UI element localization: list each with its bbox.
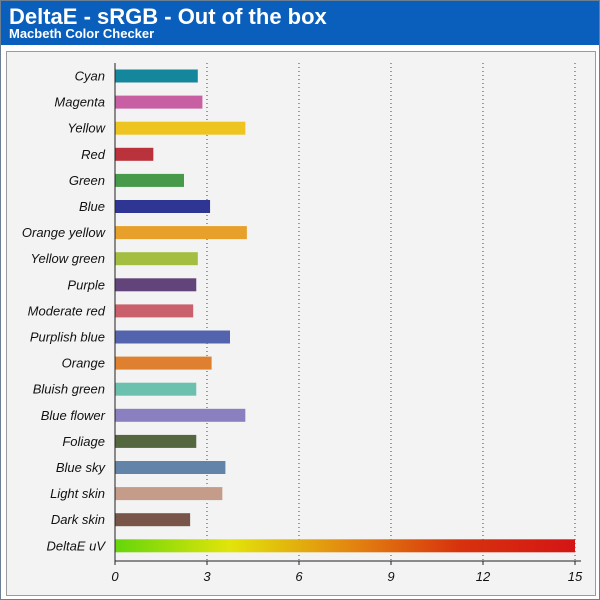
bar-bluish-green [115,382,197,396]
bar-purple [115,278,197,292]
bar-deltae-uv [115,539,575,553]
bar-blue-sky [115,461,226,474]
category-label: Magenta [54,95,105,110]
category-label: Light skin [50,486,105,501]
category-label: Orange [62,356,105,371]
bar-orange [115,356,212,370]
chart-subtitle: Macbeth Color Checker [9,26,155,41]
bar-magenta [115,95,203,109]
category-label: DeltaE uV [46,538,106,553]
category-label: Purple [67,277,105,292]
category-label: Bluish green [33,382,105,397]
x-tick-label: 9 [387,569,394,584]
category-label: Blue flower [41,408,106,423]
bar-yellow [115,121,246,135]
bar-foliage [115,434,197,448]
bar-cyan [115,69,198,83]
bar-green [115,173,184,187]
bar-dark-skin [115,513,191,527]
x-tick-label: 0 [111,569,119,584]
x-tick-label: 15 [568,569,583,584]
category-label: Red [81,147,106,162]
category-label: Foliage [62,434,105,449]
bar-orange-yellow [115,226,247,240]
bar-blue [115,200,211,213]
category-label: Orange yellow [22,225,107,240]
bar-blue-flower [115,408,246,422]
category-label: Green [69,173,105,188]
category-label: Blue [79,199,105,214]
category-label: Yellow green [31,251,105,266]
category-label: Yellow [67,121,106,136]
bar-moderate-red [115,304,194,318]
category-label: Dark skin [51,512,105,527]
category-label: Cyan [75,69,105,84]
category-label: Blue sky [56,460,107,475]
bar-yellow-green [115,252,198,266]
category-label: Purplish blue [30,330,105,345]
chart-header: DeltaE - sRGB - Out of the box Macbeth C… [1,1,599,45]
bar-light-skin [115,487,223,501]
x-tick-label: 12 [476,569,491,584]
chart-title: DeltaE - sRGB - Out of the box [9,4,327,29]
bar-red [115,147,154,161]
category-label: Moderate red [28,303,106,318]
plot-area [6,51,596,596]
x-tick-label: 6 [295,569,303,584]
x-tick-label: 3 [203,569,211,584]
bar-purplish-blue [115,330,230,344]
